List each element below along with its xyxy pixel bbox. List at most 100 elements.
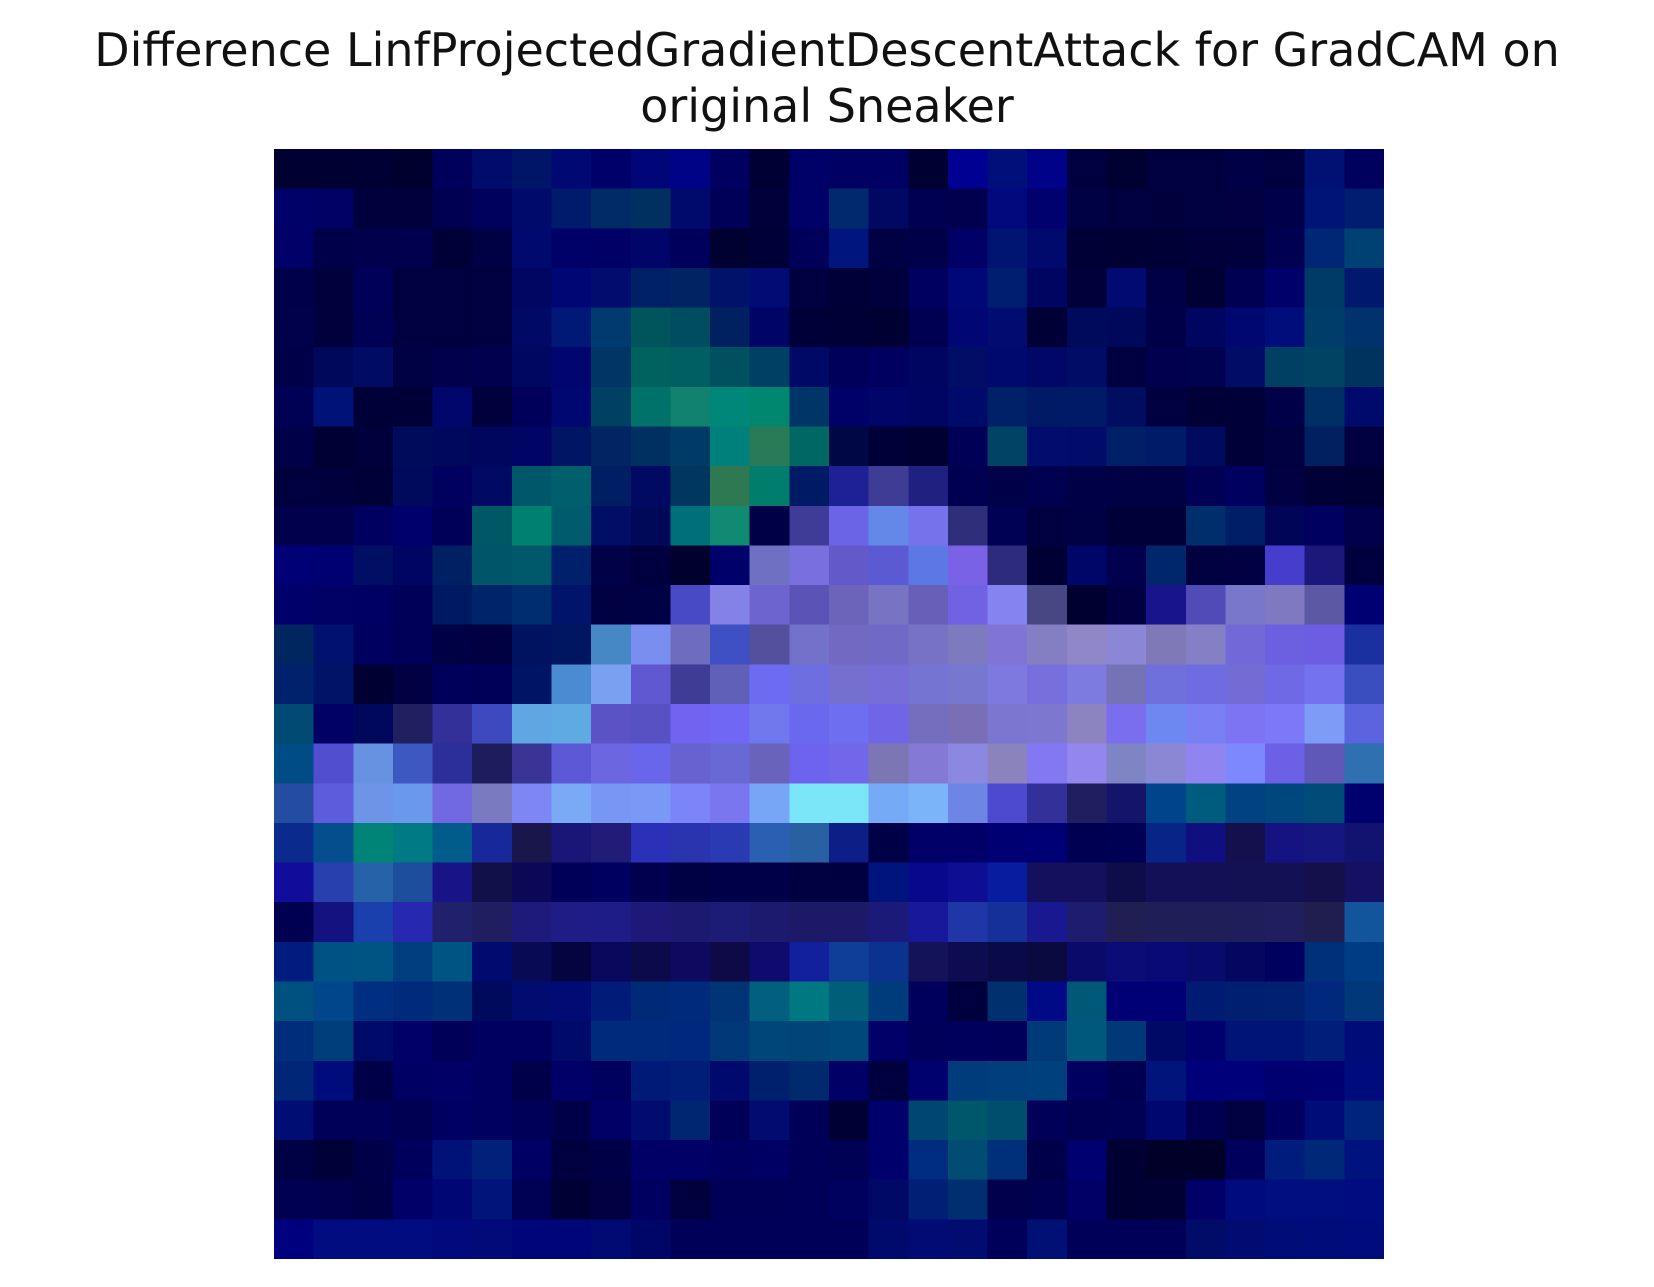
heatmap-cell-r26-c26: [1304, 1179, 1345, 1220]
heatmap-cell-r5-c27: [1344, 347, 1384, 388]
heatmap-cell-r0-c3: [392, 149, 434, 190]
heatmap-cell-r14-c22: [1146, 704, 1187, 745]
chart-title-line-1: Difference LinfProjectedGradientDescentA…: [94, 23, 1560, 77]
heatmap-cell-r25-c27: [1344, 1140, 1384, 1181]
heatmap-cell-r11-c14: [829, 585, 870, 626]
heatmap-cell-r25-c8: [591, 1140, 632, 1181]
heatmap-plot: [274, 149, 1384, 1259]
heatmap-cell-r9-c3: [392, 505, 434, 547]
heatmap-cell-r25-c12: [749, 1140, 790, 1181]
heatmap-cell-r17-c21: [1106, 822, 1147, 864]
heatmap-cell-r12-c6: [511, 624, 553, 665]
heatmap-cell-r26-c1: [313, 1179, 354, 1220]
heatmap-cell-r12-c11: [710, 624, 751, 665]
heatmap-cell-r5-c5: [472, 347, 513, 388]
heatmap-cell-r19-c18: [987, 902, 1028, 943]
heatmap-cell-r25-c11: [710, 1140, 751, 1181]
heatmap-cell-r23-c12: [749, 1060, 790, 1102]
heatmap-cell-r1-c16: [908, 188, 949, 229]
heatmap-cell-r27-c14: [829, 1219, 870, 1259]
heatmap-cell-r7-c1: [313, 426, 354, 467]
heatmap-cell-r9-c1: [313, 505, 354, 547]
heatmap-cell-r17-c20: [1066, 822, 1108, 864]
heatmap-cell-r18-c3: [392, 862, 434, 903]
heatmap-cell-r3-c16: [908, 267, 949, 309]
heatmap-cell-r12-c13: [789, 624, 830, 665]
heatmap-cell-r3-c21: [1106, 267, 1147, 309]
heatmap-cell-r8-c21: [1106, 466, 1147, 507]
heatmap-cell-r13-c9: [630, 664, 672, 705]
heatmap-cell-r12-c12: [749, 624, 790, 665]
heatmap-cell-r27-c10: [670, 1219, 711, 1259]
heatmap-cell-r2-c6: [511, 228, 553, 269]
heatmap-cell-r15-c20: [1066, 743, 1108, 784]
heatmap-cell-r20-c7: [551, 941, 592, 983]
heatmap-cell-r6-c20: [1066, 386, 1108, 428]
heatmap-cell-r19-c7: [551, 902, 592, 943]
heatmap-cell-r6-c27: [1344, 386, 1384, 428]
heatmap-cell-r4-c13: [789, 307, 830, 348]
heatmap-cell-r7-c8: [591, 426, 632, 467]
heatmap-cell-r1-c5: [472, 188, 513, 229]
heatmap-cell-r19-c11: [710, 902, 751, 943]
heatmap-cell-r24-c11: [710, 1100, 751, 1141]
heatmap-cell-r8-c1: [313, 466, 354, 507]
heatmap-cell-r18-c5: [472, 862, 513, 903]
heatmap-cell-r19-c1: [313, 902, 354, 943]
heatmap-cell-r5-c23: [1185, 347, 1227, 388]
heatmap-cell-r10-c10: [670, 545, 711, 586]
heatmap-cell-r14-c5: [472, 704, 513, 745]
heatmap-cell-r25-c3: [392, 1140, 434, 1181]
heatmap-cell-r10-c24: [1225, 545, 1266, 586]
heatmap-cell-r16-c0: [274, 783, 315, 824]
heatmap-cell-r20-c20: [1066, 941, 1108, 983]
heatmap-cell-r4-c24: [1225, 307, 1266, 348]
heatmap-cell-r18-c19: [1027, 862, 1068, 903]
heatmap-cell-r18-c17: [947, 862, 989, 903]
heatmap-cell-r9-c4: [432, 505, 473, 547]
heatmap-cell-r7-c7: [551, 426, 592, 467]
heatmap-cell-r12-c24: [1225, 624, 1266, 665]
heatmap-cell-r10-c4: [432, 545, 473, 586]
heatmap-cell-r18-c10: [670, 862, 711, 903]
heatmap-cell-r22-c26: [1304, 1021, 1345, 1062]
heatmap-cell-r6-c3: [392, 386, 434, 428]
heatmap-cell-r18-c4: [432, 862, 473, 903]
heatmap-cell-r23-c1: [313, 1060, 354, 1102]
heatmap-cell-r12-c21: [1106, 624, 1147, 665]
heatmap-cell-r11-c1: [313, 585, 354, 626]
heatmap-cell-r14-c0: [274, 704, 315, 745]
heatmap-cell-r26-c6: [511, 1179, 553, 1220]
heatmap-cell-r16-c2: [353, 783, 394, 824]
heatmap-cell-r26-c9: [630, 1179, 672, 1220]
heatmap-cell-r22-c3: [392, 1021, 434, 1062]
heatmap-cell-r5-c7: [551, 347, 592, 388]
heatmap-cell-r12-c10: [670, 624, 711, 665]
heatmap-cell-r19-c13: [789, 902, 830, 943]
heatmap-cell-r15-c15: [868, 743, 909, 784]
heatmap-cell-r3-c18: [987, 267, 1028, 309]
heatmap-cell-r7-c4: [432, 426, 473, 467]
heatmap-cell-r9-c21: [1106, 505, 1147, 547]
heatmap-cell-r15-c5: [472, 743, 513, 784]
heatmap-cell-r2-c20: [1066, 228, 1108, 269]
heatmap-cell-r0-c25: [1265, 149, 1306, 190]
heatmap-cell-r0-c26: [1304, 149, 1345, 190]
heatmap-cell-r14-c25: [1265, 704, 1306, 745]
heatmap-cell-r17-c9: [630, 822, 672, 864]
heatmap-cell-r15-c0: [274, 743, 315, 784]
heatmap-cell-r18-c25: [1265, 862, 1306, 903]
heatmap-cell-r1-c6: [511, 188, 553, 229]
heatmap-cell-r19-c8: [591, 902, 632, 943]
heatmap-cell-r10-c0: [274, 545, 315, 586]
heatmap-cell-r11-c23: [1185, 585, 1227, 626]
heatmap-cell-r19-c6: [511, 902, 553, 943]
heatmap-cell-r8-c27: [1344, 466, 1384, 507]
heatmap-cell-r2-c3: [392, 228, 434, 269]
heatmap-cell-r1-c27: [1344, 188, 1384, 229]
heatmap-cell-r17-c16: [908, 822, 949, 864]
heatmap-cell-r17-c17: [947, 822, 989, 864]
heatmap-cell-r20-c21: [1106, 941, 1147, 983]
heatmap-cell-r20-c1: [313, 941, 354, 983]
